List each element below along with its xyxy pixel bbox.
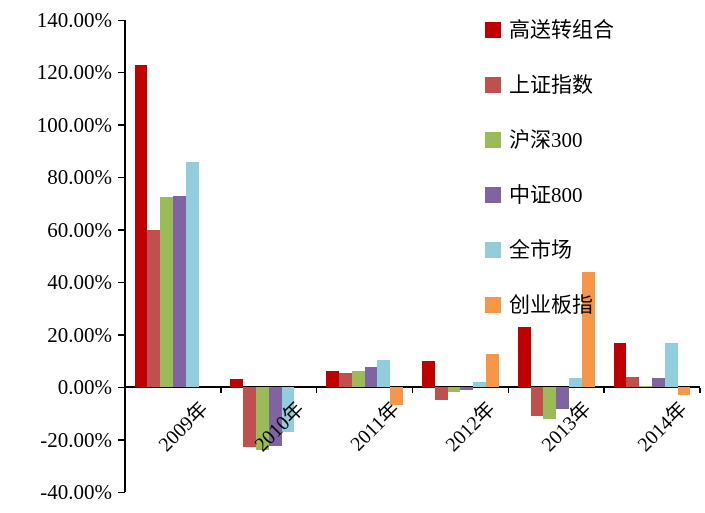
bar-2012年-全市场 [473, 381, 486, 388]
x-axis-tick [220, 388, 222, 394]
bar-2009年-沪深300 [160, 197, 173, 388]
bar-2012年-沪深300 [447, 387, 461, 393]
legend-swatch-全市场 [485, 242, 501, 258]
legend-label: 沪深300 [509, 128, 583, 152]
legend-item: 创业板指 [485, 293, 593, 317]
bar-2012年-中证800 [460, 387, 474, 390]
bar-2013年-全市场 [569, 377, 582, 388]
bar-2014年-上证指数 [626, 376, 640, 388]
y-tick-label: -40.00% [40, 480, 112, 504]
y-axis-tick [118, 71, 125, 74]
y-tick-label: 120.00% [36, 60, 112, 85]
legend-item: 沪深300 [485, 128, 583, 152]
legend-label: 上证指数 [509, 73, 593, 97]
bar-2011年-高送转组合 [326, 371, 339, 388]
bar-2010年-上证指数 [243, 387, 256, 448]
bar-2011年-上证指数 [338, 372, 352, 388]
x-axis-tick [603, 388, 605, 394]
bar-2010年-沪深300 [255, 387, 269, 451]
x-axis-tick [507, 388, 510, 394]
x-axis-tick [699, 388, 701, 394]
y-axis-tick [118, 334, 125, 336]
bar-2010年-全市场 [281, 387, 295, 432]
x-category-label: 2009年 [154, 398, 213, 456]
x-axis-tick [411, 388, 414, 394]
y-axis-tick [118, 19, 125, 21]
bar-2013年-高送转组合 [517, 326, 531, 388]
y-axis-tick [118, 386, 125, 389]
legend-swatch-中证800 [485, 187, 501, 203]
bar-2014年-沪深300 [639, 385, 653, 388]
bar-2009年-高送转组合 [134, 64, 148, 388]
y-axis-tick [118, 229, 125, 231]
y-axis-tick [118, 439, 125, 441]
bar-2009年-中证800 [172, 195, 186, 388]
bar-2013年-中证800 [556, 387, 570, 410]
y-axis-tick [118, 281, 125, 284]
y-tick-label: 80.00% [47, 165, 112, 190]
legend-label: 高送转组合 [509, 18, 614, 42]
legend-label: 全市场 [509, 238, 572, 262]
legend-swatch-创业板指 [485, 297, 501, 313]
x-category-label: 2012年 [441, 398, 500, 456]
bar-2013年-沪深300 [543, 387, 557, 419]
y-tick-label: 100.00% [36, 112, 112, 137]
bar-2012年-上证指数 [434, 387, 448, 401]
bar-2011年-全市场 [377, 359, 391, 388]
y-tick-label: 40.00% [47, 270, 112, 295]
bar-2012年-高送转组合 [422, 360, 435, 388]
legend-swatch-高送转组合 [485, 22, 501, 38]
legend-item: 上证指数 [485, 73, 593, 97]
legend-label: 中证800 [509, 183, 583, 207]
bar-2014年-创业板指 [677, 387, 691, 395]
legend-item: 中证800 [485, 183, 583, 207]
bar-2010年-高送转组合 [230, 379, 244, 388]
y-tick-label: 0.00% [57, 375, 112, 400]
x-category-label: 2014年 [633, 398, 692, 456]
bar-2014年-高送转组合 [613, 342, 627, 388]
bar-2009年-全市场 [185, 161, 199, 388]
legend-label: 创业板指 [509, 293, 593, 317]
y-tick-label: 140.00% [36, 8, 112, 32]
x-axis-tick [315, 388, 318, 394]
y-tick-label: 20.00% [47, 322, 112, 347]
bar-2011年-沪深300 [351, 371, 365, 388]
bar-2012年-创业板指 [486, 354, 499, 388]
y-axis-line [124, 20, 126, 492]
bar-2011年-创业板指 [390, 387, 403, 406]
y-tick-label: -20.00% [40, 427, 112, 452]
y-axis-tick [118, 176, 125, 179]
x-axis-tick [124, 388, 126, 394]
bar-2014年-中证800 [652, 377, 665, 388]
x-axis-line [124, 386, 700, 389]
y-tick-label: 60.00% [47, 217, 112, 242]
bar-2010年-中证800 [268, 387, 282, 447]
bar-2009年-上证指数 [147, 229, 161, 388]
bar-2013年-创业板指 [581, 271, 595, 388]
legend-swatch-沪深300 [485, 132, 501, 148]
bar-2013年-上证指数 [530, 387, 544, 416]
legend-item: 全市场 [485, 238, 572, 262]
legend-swatch-上证指数 [485, 77, 501, 93]
legend-item: 高送转组合 [485, 18, 614, 42]
bar-2014年-全市场 [664, 342, 678, 388]
bar-2011年-中证800 [364, 367, 378, 388]
x-category-label: 2011年 [346, 398, 405, 456]
y-axis-tick [118, 124, 125, 126]
y-axis-tick [118, 491, 125, 493]
